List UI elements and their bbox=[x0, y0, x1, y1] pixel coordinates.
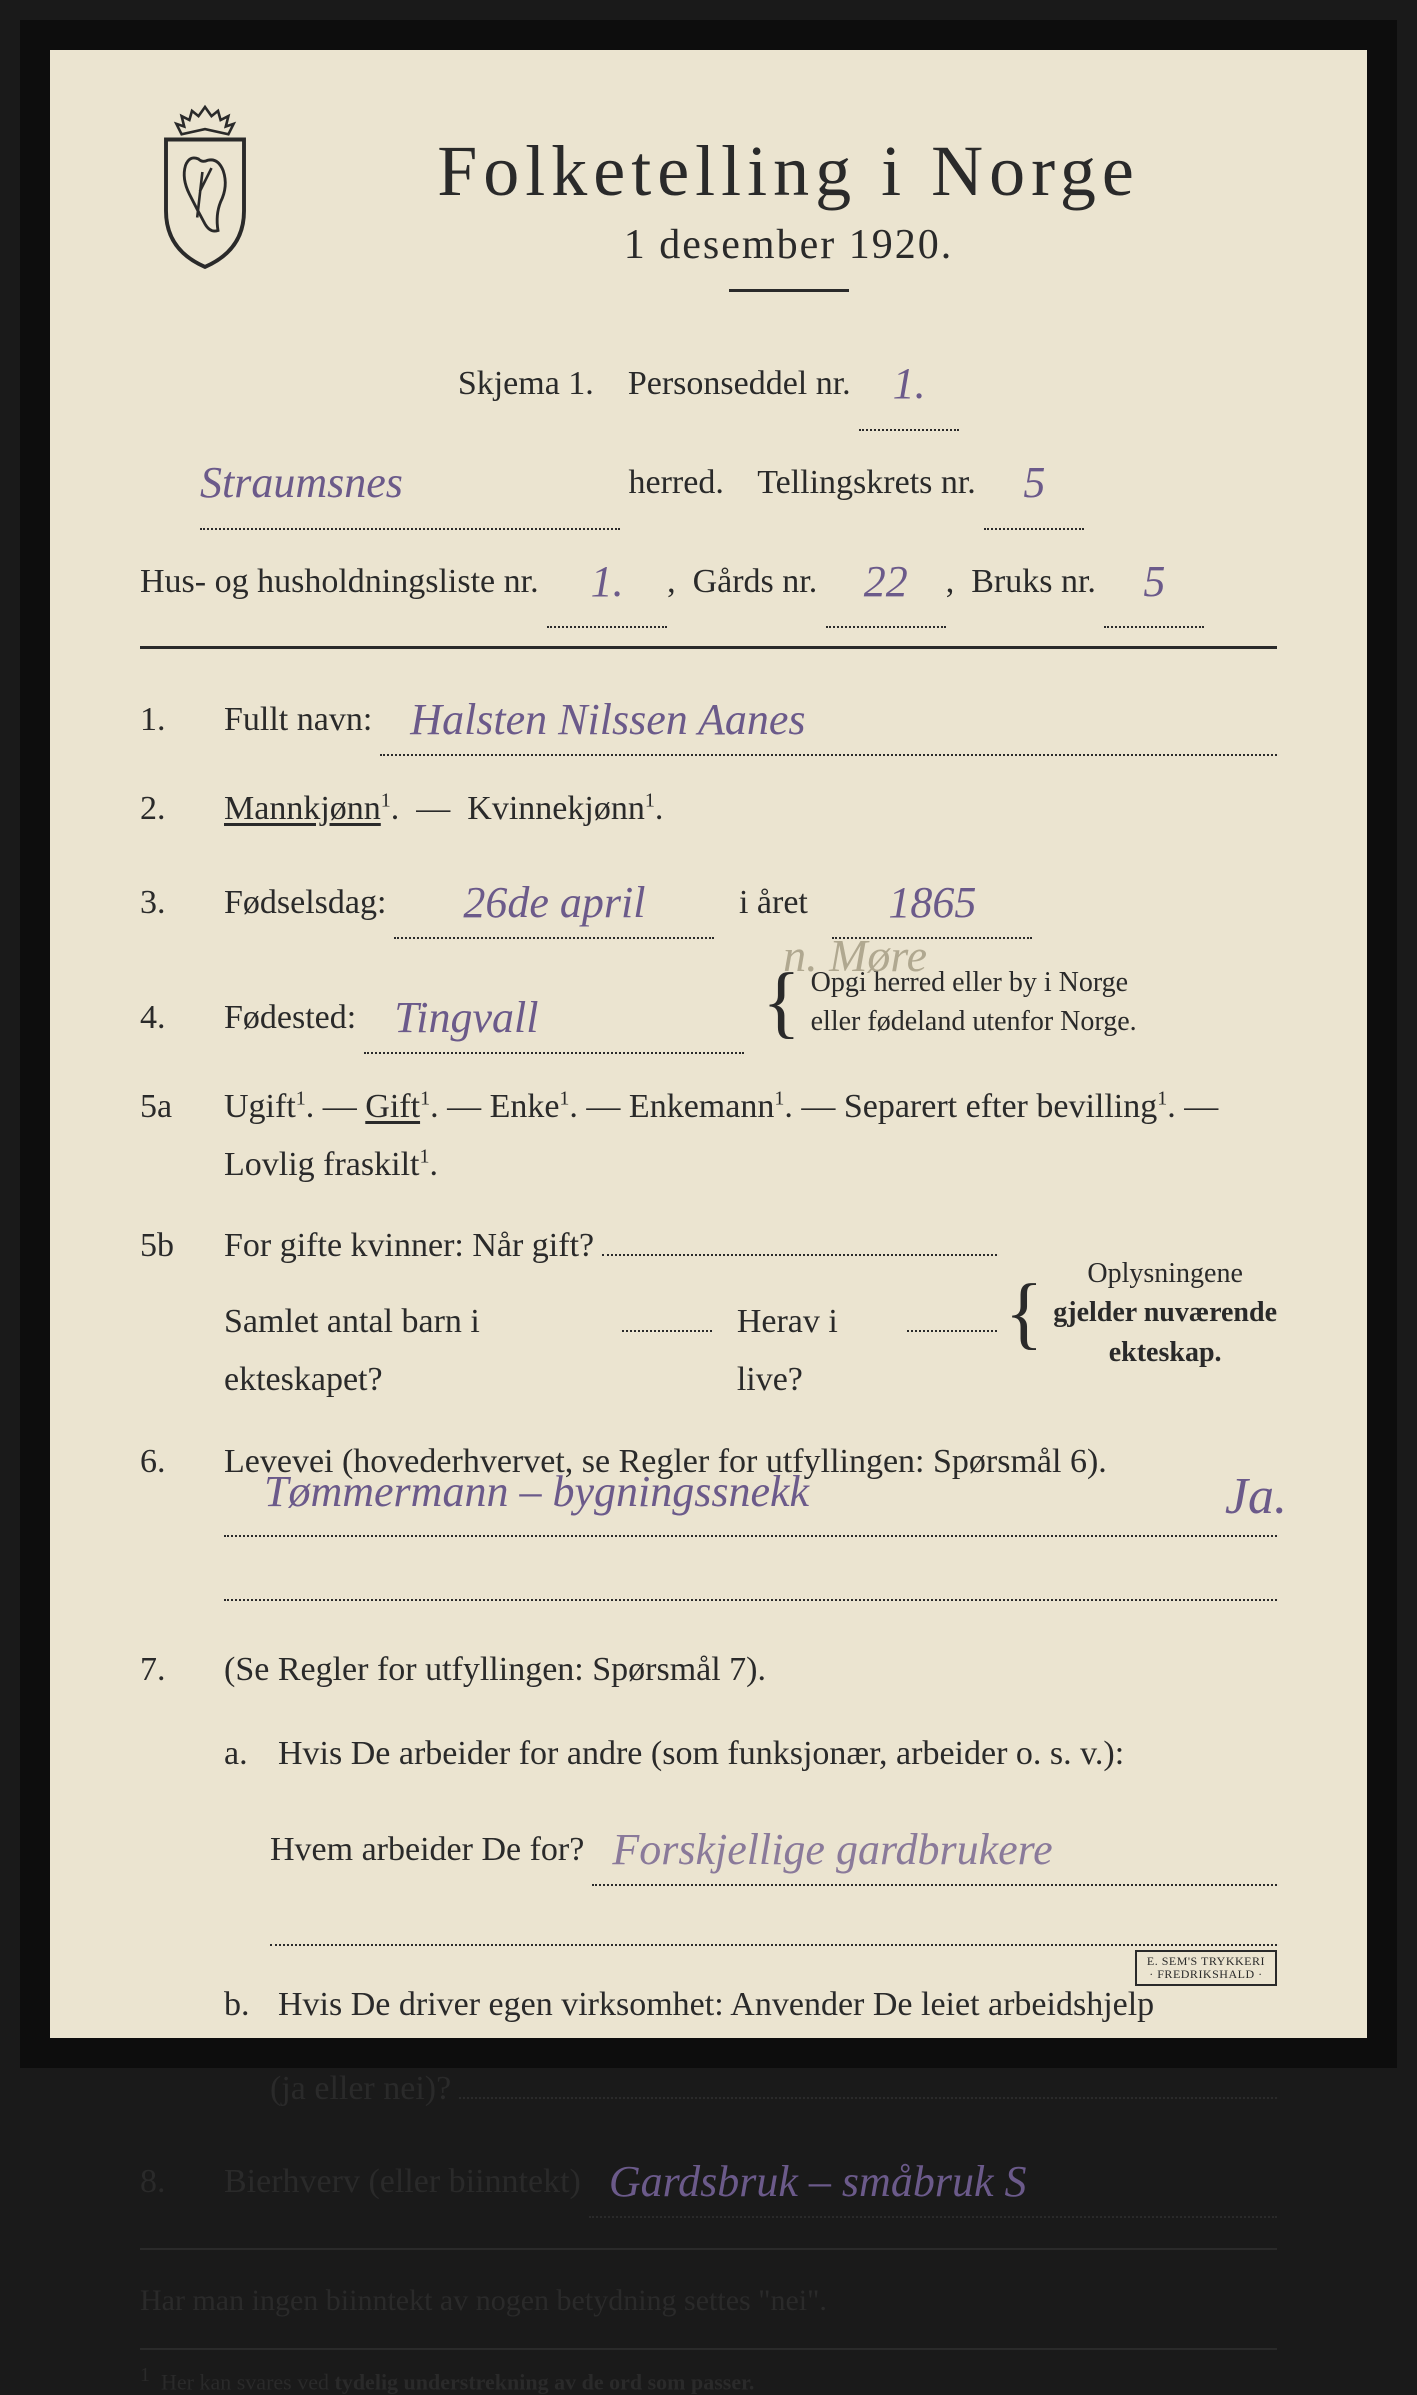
subtitle: 1 desember 1920. bbox=[300, 221, 1277, 269]
brace-icon: { bbox=[1005, 1281, 1043, 1345]
question-list: 1. Fullt navn: Halsten Nilssen Aanes 2. … bbox=[140, 679, 1277, 2218]
printer-mark: E. SEM'S TRYKKERI · FREDRIKSHALD · bbox=[1135, 1950, 1277, 1986]
q5b-line1: For gifte kvinner: Når gift? bbox=[224, 1217, 594, 1275]
q5b-hint: Oplysningene gjelder nuværende ekteskap. bbox=[1053, 1254, 1277, 1372]
q2-opt2: Kvinnekjønn bbox=[467, 790, 645, 827]
q3: 3. Fødselsdag: 26de april i året 1865 bbox=[140, 862, 1277, 939]
q1-label: Fullt navn: bbox=[224, 691, 372, 749]
q1: 1. Fullt navn: Halsten Nilssen Aanes bbox=[140, 679, 1277, 756]
footnote-text: Her kan svares ved tydelig understreknin… bbox=[161, 2369, 754, 2394]
divider-bottom bbox=[140, 2248, 1277, 2250]
skjema-label: Skjema 1. bbox=[458, 365, 594, 402]
husliste-nr: 1. bbox=[591, 557, 624, 606]
herred-line: Straumsnes herred. Tellingskrets nr. 5 bbox=[140, 431, 1277, 530]
gards-label: Gårds nr. bbox=[693, 563, 818, 600]
husliste-line: Hus- og husholdningsliste nr. 1. , Gårds… bbox=[140, 530, 1277, 629]
q7a-answer: Forskjellige gardbrukere bbox=[612, 1825, 1052, 1874]
personseddel-label: Personseddel nr. bbox=[628, 365, 851, 402]
q4-num: 4. bbox=[140, 989, 200, 1047]
header: Folketelling i Norge 1 desember 1920. bbox=[140, 110, 1277, 322]
q5a-opt0: Ugift bbox=[224, 1088, 296, 1125]
q3-num: 3. bbox=[140, 874, 200, 932]
q6-num: 6. bbox=[140, 1433, 200, 1491]
q7-num: 7. bbox=[140, 1641, 200, 1699]
q5a-opt5: Lovlig fraskilt bbox=[224, 1146, 419, 1183]
q8-num: 8. bbox=[140, 2153, 200, 2211]
q7: 7. (Se Regler for utfyllingen: Spørsmål … bbox=[140, 1641, 1277, 2117]
footnote: 1 Her kan svares ved tydelig understrekn… bbox=[140, 2364, 1277, 2395]
q4: 4. Fødested: Tingvall { Opgi herred elle… bbox=[140, 963, 1277, 1054]
q7a-num: a. bbox=[224, 1725, 270, 1783]
census-form-page: Folketelling i Norge 1 desember 1920. Sk… bbox=[20, 20, 1397, 2068]
q7-label: (Se Regler for utfyllingen: Spørsmål 7). bbox=[224, 1651, 766, 1688]
q6: 6. Levevei (hovederhvervet, se Regler fo… bbox=[140, 1433, 1277, 1602]
title-rule bbox=[729, 289, 849, 292]
main-title: Folketelling i Norge bbox=[300, 130, 1277, 213]
q7b-num: b. bbox=[224, 1976, 270, 2034]
q6-margin: Ja. bbox=[1225, 1453, 1287, 1541]
q8-label: Bierhverv (eller biinntekt) bbox=[224, 2153, 581, 2211]
q2-num: 2. bbox=[140, 780, 200, 838]
q5b-num: 5b bbox=[140, 1217, 200, 1275]
title-block: Folketelling i Norge 1 desember 1920. bbox=[300, 110, 1277, 322]
herred-label: herred. bbox=[629, 464, 724, 501]
q5a: 5a Ugift1. — Gift1. — Enke1. — Enkemann1… bbox=[140, 1078, 1277, 1194]
coat-of-arms-icon bbox=[140, 100, 270, 270]
q4-label: Fødested: bbox=[224, 989, 356, 1047]
personseddel-nr: 1. bbox=[893, 359, 926, 408]
q7a-label: Hvis De arbeider for andre (som funksjon… bbox=[278, 1725, 1124, 1783]
herred-value: Straumsnes bbox=[200, 458, 403, 507]
q8: 8. Bierhverv (eller biinntekt) Gardsbruk… bbox=[140, 2141, 1277, 2218]
divider-footnote bbox=[140, 2348, 1277, 2350]
q3-day: 26de april bbox=[463, 878, 645, 927]
tellingskrets-nr: 5 bbox=[1023, 458, 1045, 507]
q6-answer: Tømmermann – bygningssnekk bbox=[264, 1455, 809, 1530]
husliste-label: Hus- og husholdningsliste nr. bbox=[140, 563, 539, 600]
bruks-nr: 5 bbox=[1143, 557, 1165, 606]
q5a-num: 5a bbox=[140, 1078, 200, 1136]
q4-answer: Tingvall bbox=[394, 993, 538, 1042]
skjema-line: Skjema 1. Personseddel nr. 1. bbox=[140, 332, 1277, 431]
footer-note: Har man ingen biinntekt av nogen betydni… bbox=[140, 2268, 1277, 2334]
q2: 2. Mannkjønn1. — Kvinnekjønn1. bbox=[140, 780, 1277, 838]
q5a-opt1: Gift bbox=[365, 1088, 420, 1125]
q1-answer: Halsten Nilssen Aanes bbox=[410, 695, 805, 744]
q1-num: 1. bbox=[140, 691, 200, 749]
divider-top bbox=[140, 646, 1277, 649]
q7a-sub: Hvem arbeider De for? bbox=[270, 1821, 584, 1879]
bruks-label: Bruks nr. bbox=[971, 563, 1096, 600]
q7b-sub: (ja eller nei)? bbox=[270, 2060, 451, 2118]
q2-opt1: Mannkjønn bbox=[224, 790, 381, 827]
q5a-opt2: Enke bbox=[490, 1088, 560, 1125]
q3-label: Fødselsdag: bbox=[224, 874, 386, 932]
tellingskrets-label: Tellingskrets nr. bbox=[757, 464, 976, 501]
q8-answer: Gardsbruk – småbruk S bbox=[609, 2157, 1027, 2206]
q5b-line2b: Herav i live? bbox=[737, 1293, 899, 1409]
q4-annotation: n. Møre bbox=[783, 917, 927, 995]
q7b-label: Hvis De driver egen virksomhet: Anvender… bbox=[278, 1976, 1154, 2034]
gards-nr: 22 bbox=[864, 557, 908, 606]
q5b: 5b For gifte kvinner: Når gift? Samlet a… bbox=[140, 1217, 1277, 1408]
q5a-opt3: Enkemann bbox=[629, 1088, 774, 1125]
q5b-line2: Samlet antal barn i ekteskapet? bbox=[224, 1293, 614, 1409]
q5a-opt4: Separert efter bevilling bbox=[844, 1088, 1157, 1125]
